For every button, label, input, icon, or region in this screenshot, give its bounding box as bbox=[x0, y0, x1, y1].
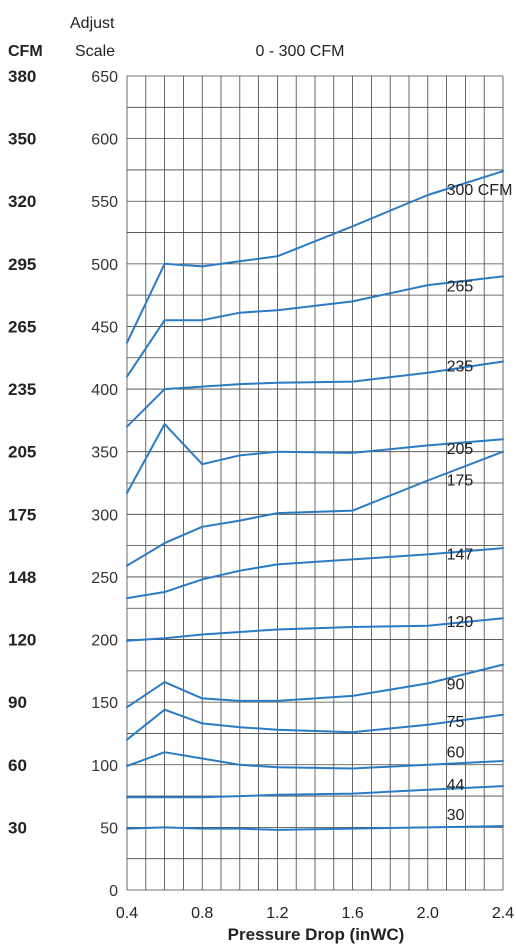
series-line bbox=[126, 360, 504, 428]
x-tick-label: 1.6 bbox=[341, 905, 363, 922]
series-label: 30 bbox=[447, 807, 465, 824]
grid bbox=[126, 75, 504, 891]
series-label: 90 bbox=[447, 677, 465, 694]
cfm-column-label: CFM bbox=[8, 43, 43, 60]
adjust-scale-tick-label: 150 bbox=[91, 695, 118, 712]
x-tick-label: 2.0 bbox=[417, 905, 439, 922]
series-line bbox=[126, 450, 504, 567]
series-label: 120 bbox=[447, 614, 474, 631]
series-line bbox=[126, 708, 504, 741]
series-label: 175 bbox=[447, 473, 474, 490]
cfm-tick-label: 120 bbox=[8, 631, 36, 650]
series-label: 235 bbox=[447, 359, 474, 376]
cfm-tick-label: 175 bbox=[8, 505, 36, 524]
x-tick-label: 1.2 bbox=[266, 905, 288, 922]
adjust-scale-tick-label: 300 bbox=[91, 507, 118, 524]
x-tick-label: 0.4 bbox=[116, 905, 138, 922]
series-line bbox=[126, 785, 504, 799]
adjust-scale-tick-label: 650 bbox=[91, 69, 118, 86]
adjust-scale-tick-label: 450 bbox=[91, 319, 118, 336]
adjust-scale-tick-label: 500 bbox=[91, 257, 118, 274]
x-tick-label: 0.8 bbox=[191, 905, 213, 922]
adjust-scale-tick-label: 100 bbox=[91, 758, 118, 775]
adjust-scale-tick-label: 200 bbox=[91, 633, 118, 650]
cfm-tick-label: 148 bbox=[8, 568, 36, 587]
series-line bbox=[126, 751, 504, 770]
series-label: 300 CFM bbox=[447, 182, 513, 199]
adjust-scale-label-line1: Adjust bbox=[70, 15, 115, 32]
curve-labels: 300 CFM 265 235 205 175 147 120 90 75 60 44 30 bbox=[447, 182, 513, 824]
series-label: 75 bbox=[447, 714, 465, 731]
adjust-scale-tick-label: 550 bbox=[91, 194, 118, 211]
series-line bbox=[126, 547, 504, 600]
cfm-tick-label: 235 bbox=[8, 380, 36, 399]
series-line bbox=[126, 423, 504, 494]
cfm-tick-label: 265 bbox=[8, 317, 36, 336]
series-label: 44 bbox=[447, 777, 465, 794]
chart-title: 0 - 300 CFM bbox=[256, 43, 345, 60]
cfm-tick-label: 350 bbox=[8, 130, 36, 149]
x-tick-label: 2.4 bbox=[492, 905, 514, 922]
cfm-tick-label: 90 bbox=[8, 693, 27, 712]
cfm-tick-label: 380 bbox=[8, 67, 36, 86]
cfm-tick-label: 320 bbox=[8, 192, 36, 211]
adjust-scale-tick-label: 600 bbox=[91, 132, 118, 149]
series-line bbox=[126, 825, 504, 831]
series-line bbox=[126, 617, 504, 642]
axes: 0.4 0.8 1.2 1.6 2.0 2.46506005505004504003503… bbox=[8, 67, 514, 922]
curves bbox=[126, 170, 504, 831]
cfm-tick-label: 295 bbox=[8, 255, 36, 274]
x-axis-label: Pressure Drop (inWC) bbox=[228, 925, 405, 944]
series-line bbox=[126, 170, 504, 344]
series-label: 205 bbox=[447, 441, 474, 458]
adjust-scale-tick-label: 350 bbox=[91, 445, 118, 462]
series-label: 147 bbox=[447, 546, 474, 563]
cfm-tick-label: 205 bbox=[8, 443, 36, 462]
adjust-scale-tick-label: 0 bbox=[109, 883, 118, 900]
series-label: 265 bbox=[447, 278, 474, 295]
series-label: 60 bbox=[447, 744, 465, 761]
cfm-tick-label: 60 bbox=[8, 756, 27, 775]
series-line bbox=[126, 275, 504, 378]
adjust-scale-tick-label: 50 bbox=[100, 820, 118, 837]
adjust-scale-tick-label: 250 bbox=[91, 570, 118, 587]
series-line bbox=[126, 663, 504, 709]
adjust-scale-label-line2: Scale bbox=[75, 43, 115, 60]
cfm-tick-label: 30 bbox=[8, 818, 27, 837]
adjust-scale-tick-label: 400 bbox=[91, 382, 118, 399]
